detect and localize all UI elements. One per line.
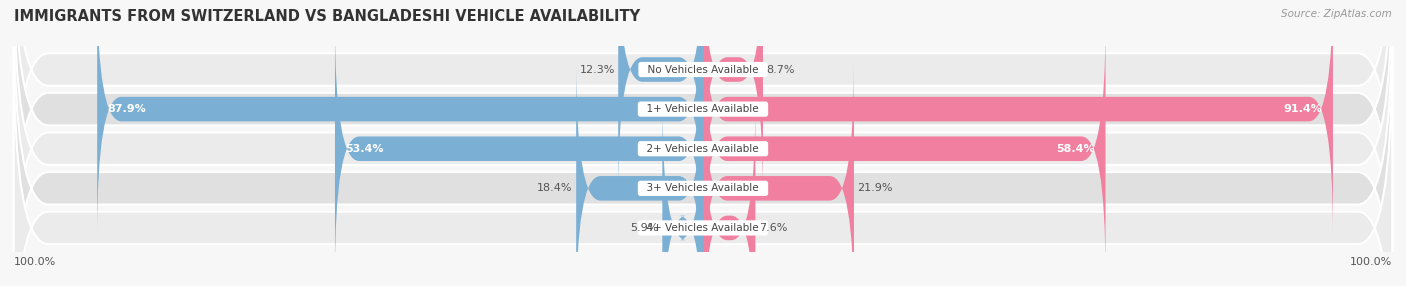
FancyBboxPatch shape bbox=[703, 62, 853, 286]
Text: 8.7%: 8.7% bbox=[766, 65, 794, 75]
FancyBboxPatch shape bbox=[14, 0, 1392, 286]
Text: No Vehicles Available: No Vehicles Available bbox=[641, 65, 765, 75]
FancyBboxPatch shape bbox=[576, 62, 703, 286]
Text: 100.0%: 100.0% bbox=[1350, 257, 1392, 267]
Text: IMMIGRANTS FROM SWITZERLAND VS BANGLADESHI VEHICLE AVAILABILITY: IMMIGRANTS FROM SWITZERLAND VS BANGLADES… bbox=[14, 9, 640, 23]
Text: 21.9%: 21.9% bbox=[858, 183, 893, 193]
Text: 53.4%: 53.4% bbox=[346, 144, 384, 154]
Text: 7.6%: 7.6% bbox=[759, 223, 787, 233]
FancyBboxPatch shape bbox=[14, 46, 1392, 286]
Text: 18.4%: 18.4% bbox=[537, 183, 572, 193]
Text: 58.4%: 58.4% bbox=[1056, 144, 1095, 154]
Text: 100.0%: 100.0% bbox=[14, 257, 56, 267]
FancyBboxPatch shape bbox=[662, 102, 703, 286]
FancyBboxPatch shape bbox=[97, 0, 703, 235]
Text: 87.9%: 87.9% bbox=[107, 104, 146, 114]
Text: Source: ZipAtlas.com: Source: ZipAtlas.com bbox=[1281, 9, 1392, 19]
FancyBboxPatch shape bbox=[14, 7, 1392, 286]
FancyBboxPatch shape bbox=[14, 0, 1392, 251]
Text: 91.4%: 91.4% bbox=[1284, 104, 1323, 114]
Text: 2+ Vehicles Available: 2+ Vehicles Available bbox=[641, 144, 765, 154]
Text: 5.9%: 5.9% bbox=[630, 223, 659, 233]
FancyBboxPatch shape bbox=[703, 22, 1105, 275]
Text: 4+ Vehicles Available: 4+ Vehicles Available bbox=[641, 223, 765, 233]
Text: 12.3%: 12.3% bbox=[579, 65, 614, 75]
FancyBboxPatch shape bbox=[14, 0, 1392, 286]
FancyBboxPatch shape bbox=[335, 22, 703, 275]
Text: 1+ Vehicles Available: 1+ Vehicles Available bbox=[641, 104, 765, 114]
FancyBboxPatch shape bbox=[703, 102, 755, 286]
FancyBboxPatch shape bbox=[619, 0, 703, 196]
Text: 3+ Vehicles Available: 3+ Vehicles Available bbox=[641, 183, 765, 193]
FancyBboxPatch shape bbox=[703, 0, 763, 196]
FancyBboxPatch shape bbox=[703, 0, 1333, 235]
